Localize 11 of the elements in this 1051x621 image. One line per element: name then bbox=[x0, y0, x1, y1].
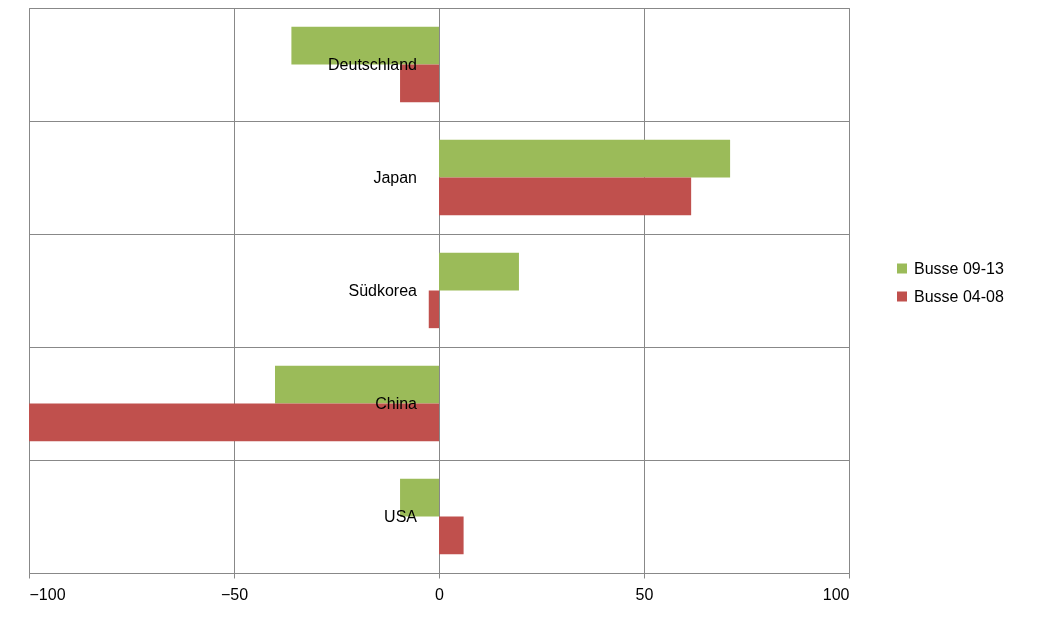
x-tick-label: 100 bbox=[822, 585, 850, 603]
x-tick-label: 50 bbox=[635, 585, 654, 603]
legend-label: Busse 09-13 bbox=[914, 259, 1004, 277]
y-tick-label: Japan bbox=[373, 168, 417, 186]
y-tick-label: USA bbox=[384, 507, 418, 525]
y-tick-label: Südkorea bbox=[348, 281, 418, 299]
x-tick-label: 0 bbox=[435, 585, 445, 603]
y-tick-label: China bbox=[375, 394, 418, 412]
x-tick-label: −100 bbox=[29, 585, 66, 603]
legend-label: Busse 04-08 bbox=[914, 287, 1004, 305]
x-tick-label: −50 bbox=[220, 585, 249, 603]
